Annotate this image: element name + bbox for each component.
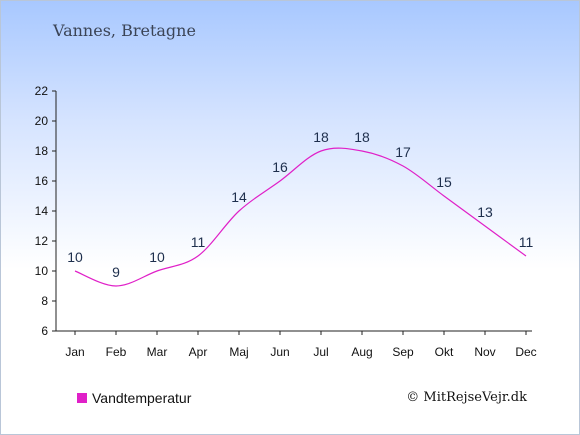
data-label: 16 — [272, 159, 288, 175]
y-tick-label: 16 — [35, 174, 49, 188]
series-line-vandtemperatur — [74, 147, 527, 287]
data-label: 17 — [395, 144, 411, 160]
x-tick-label: Jun — [270, 345, 289, 359]
legend-swatch — [77, 393, 87, 403]
y-tick-label: 18 — [35, 144, 49, 158]
x-tick-label: Jul — [313, 345, 328, 359]
x-tick-label: Sep — [392, 345, 414, 359]
y-tick-label: 20 — [35, 114, 49, 128]
x-tick-label: Okt — [435, 345, 454, 359]
x-tick-label: Dec — [515, 345, 536, 359]
x-tick-label: Apr — [189, 345, 208, 359]
x-tick-label: Mar — [147, 345, 168, 359]
y-tick-label: 14 — [35, 204, 49, 218]
data-label: 18 — [354, 129, 370, 145]
x-tick-label: Maj — [229, 345, 248, 359]
y-ticks: 6 8 10 12 14 16 18 20 22 — [35, 84, 56, 338]
x-tick-label: Jan — [65, 345, 84, 359]
data-label: 18 — [313, 129, 329, 145]
data-label: 10 — [149, 249, 165, 265]
y-tick-label: 12 — [35, 234, 49, 248]
y-tick-label: 10 — [35, 264, 49, 278]
y-tick-label: 6 — [41, 324, 48, 338]
data-label: 11 — [519, 234, 534, 250]
x-tick-label: Nov — [474, 345, 495, 359]
data-label: 10 — [67, 249, 83, 265]
legend: Vandtemperatur — [77, 390, 191, 406]
data-label: 9 — [112, 264, 120, 280]
legend-label: Vandtemperatur — [92, 390, 192, 406]
chart-title: Vannes, Bretagne — [53, 21, 196, 40]
data-label: 15 — [436, 174, 452, 190]
x-tick-label: Feb — [106, 345, 127, 359]
data-label: 14 — [231, 189, 247, 205]
x-tick-label: Aug — [351, 345, 372, 359]
data-labels: 10 9 10 11 14 16 18 18 17 15 13 11 — [67, 129, 533, 280]
y-tick-label: 22 — [35, 84, 49, 98]
site-credit: © MitRejseVejr.dk — [406, 390, 527, 405]
data-label: 11 — [191, 234, 206, 250]
data-label: 13 — [477, 204, 493, 220]
x-ticks: Jan Feb Mar Apr Maj Jun Jul Aug Sep Okt Nov Dec — [65, 331, 537, 359]
y-tick-label: 8 — [41, 294, 48, 308]
